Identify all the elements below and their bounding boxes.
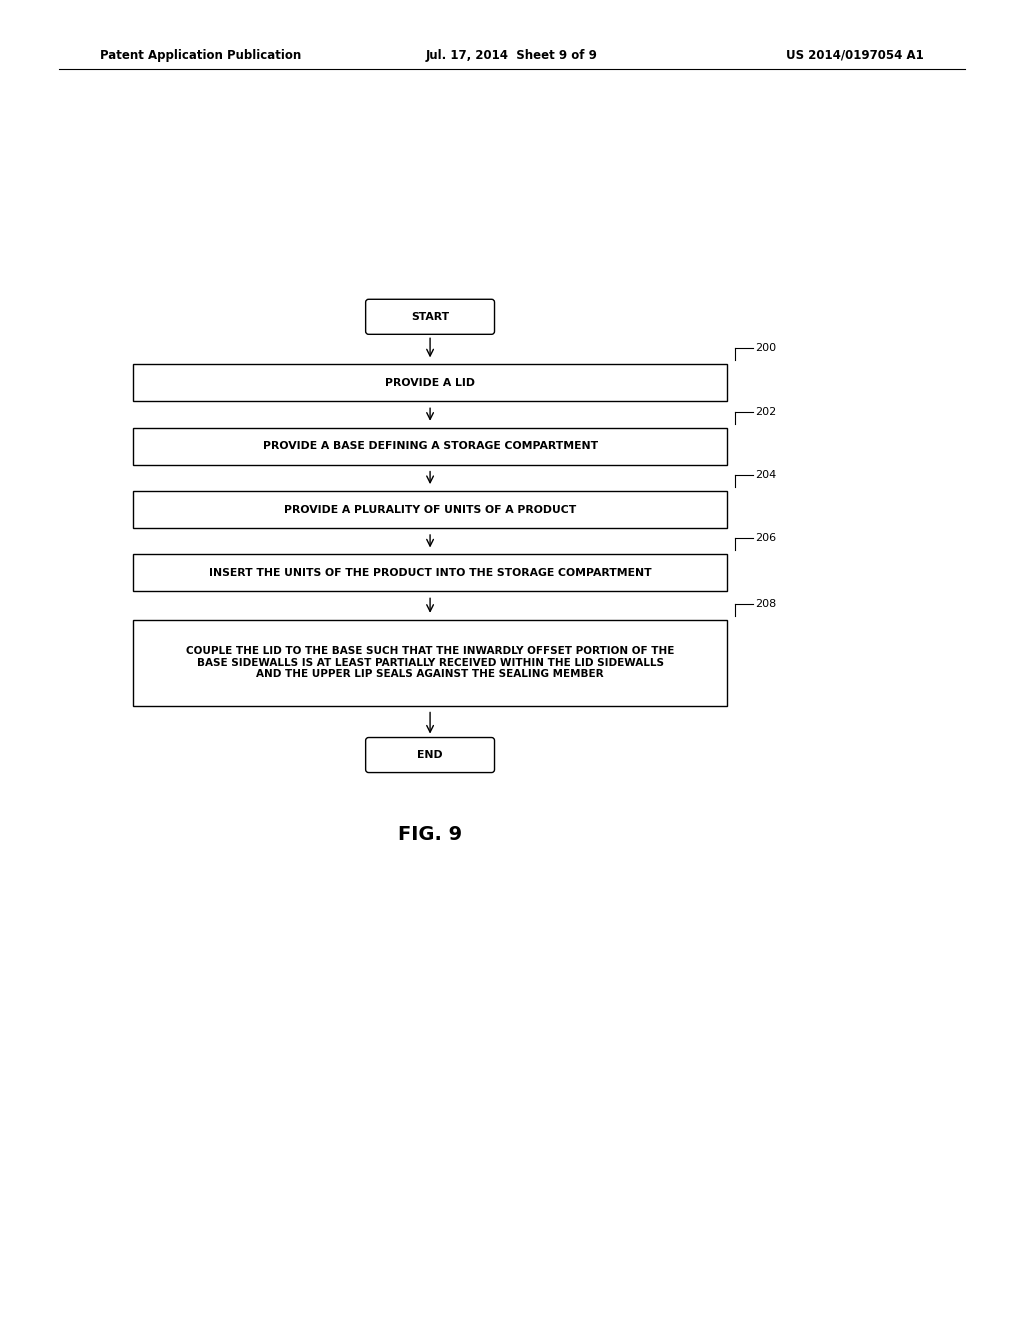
Text: Patent Application Publication: Patent Application Publication [100, 49, 302, 62]
Text: 208: 208 [755, 599, 776, 609]
FancyBboxPatch shape [366, 300, 495, 334]
Text: PROVIDE A LID: PROVIDE A LID [385, 378, 475, 388]
Bar [133, 554, 727, 591]
Text: Jul. 17, 2014  Sheet 9 of 9: Jul. 17, 2014 Sheet 9 of 9 [426, 49, 598, 62]
Bar [133, 491, 727, 528]
Text: 202: 202 [755, 407, 776, 417]
Text: START: START [411, 312, 450, 322]
Text: PROVIDE A BASE DEFINING A STORAGE COMPARTMENT: PROVIDE A BASE DEFINING A STORAGE COMPAR… [262, 441, 598, 451]
Text: COUPLE THE LID TO THE BASE SUCH THAT THE INWARDLY OFFSET PORTION OF THE
BASE SID: COUPLE THE LID TO THE BASE SUCH THAT THE… [186, 645, 674, 680]
Text: 204: 204 [755, 470, 776, 480]
Text: 206: 206 [755, 533, 776, 544]
Bar [133, 428, 727, 465]
FancyBboxPatch shape [366, 738, 495, 772]
Text: PROVIDE A PLURALITY OF UNITS OF A PRODUCT: PROVIDE A PLURALITY OF UNITS OF A PRODUC… [284, 504, 577, 515]
Bar [133, 620, 727, 705]
Text: FIG. 9: FIG. 9 [398, 825, 462, 843]
Text: INSERT THE UNITS OF THE PRODUCT INTO THE STORAGE COMPARTMENT: INSERT THE UNITS OF THE PRODUCT INTO THE… [209, 568, 651, 578]
Text: 200: 200 [755, 343, 776, 354]
Text: US 2014/0197054 A1: US 2014/0197054 A1 [785, 49, 924, 62]
Bar [133, 364, 727, 401]
Text: END: END [417, 750, 443, 760]
